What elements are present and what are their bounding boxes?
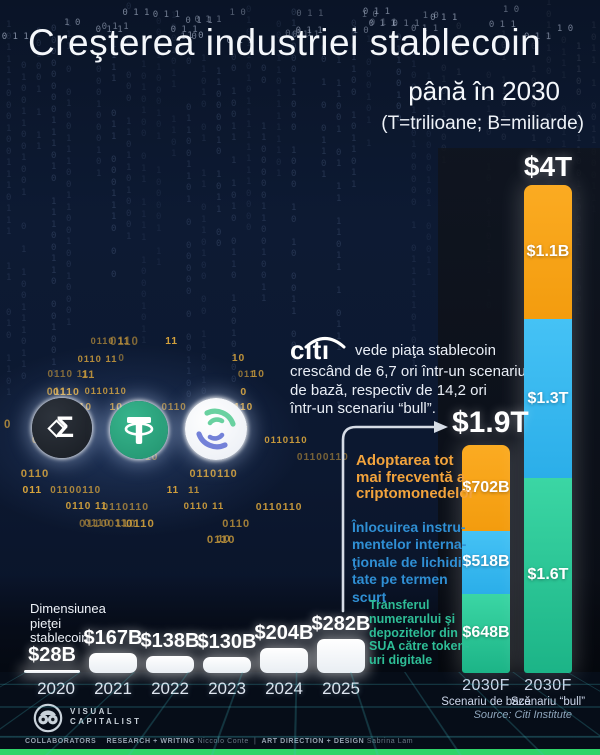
segment-label: $702B xyxy=(462,478,510,496)
bar-2021: $167B xyxy=(84,627,142,673)
perspective-grid-floor xyxy=(0,672,600,755)
bar-2023: $130B xyxy=(198,631,256,673)
bar-value-label: $167B xyxy=(83,626,143,649)
segment-adoption: $1.1B xyxy=(524,185,572,320)
driver-liquidity-text: Înlocuirea instru- mentelor interna- ţio… xyxy=(352,519,467,605)
segment-label: $518B xyxy=(462,553,510,571)
citi-logo: cıtı xyxy=(290,337,348,363)
axis-year-2022: 2022 xyxy=(151,679,189,698)
circle-usdc-icon xyxy=(185,398,247,460)
segment-transfer: $1.6T xyxy=(524,477,572,673)
brand-line-2: CAPITALIST xyxy=(70,717,142,726)
units-note: (T=trilioane; B=miliarde) xyxy=(381,113,584,134)
binary-code-background: 1 0 1 1 1 1 0 0 0 1 0 0 1 1 1 0 1 1 1 1 … xyxy=(1,0,597,432)
credit2-role: ART DIRECTION + DESIGN xyxy=(261,738,365,745)
axis-2030-bull: 2030F Scenariu “bull” xyxy=(483,677,600,708)
market-size-label: Dimensiunea pieţei stablecoin xyxy=(30,601,106,645)
bar-2030-bull-scenario: $1.1B $1.3T $1.6T xyxy=(524,185,572,673)
axis-year-label: 2030F xyxy=(462,677,510,694)
visual-capitalist-wordmark: VISUAL CAPITALIST xyxy=(70,707,142,727)
axis-year-2024: 2024 xyxy=(265,679,303,698)
bar-2025: $282B xyxy=(312,613,370,673)
credit1-role: RESEARCH + WRITING xyxy=(106,738,195,745)
driver-transfer-text: Transferul numerarului şi depozitelor di… xyxy=(369,598,470,668)
source-note: Source: Citi Institute xyxy=(473,709,572,721)
driver-adoption-text: Adoptarea tot mai frecventă a criptomone… xyxy=(356,452,475,502)
citi-commentary: cıtı vede piaţa stablecoin crescând de 6… xyxy=(290,337,552,419)
bar-value-label: $130B xyxy=(197,631,257,654)
bar-2020-rect xyxy=(24,669,80,673)
sigma-glyph: Σ xyxy=(55,411,74,444)
growth-connector-arrow xyxy=(341,421,448,613)
bar-value-label: $282B xyxy=(311,612,371,635)
bar-value-label: $138B xyxy=(140,630,200,653)
citi-text-rest: crescând de 6,7 ori într-un scenariu de … xyxy=(290,363,526,418)
citi-text-intro: vede piaţa stablecoin xyxy=(355,342,496,359)
bar-2024-rect xyxy=(260,648,308,673)
bar-value-label: $204B xyxy=(254,622,314,645)
visual-capitalist-logo-icon xyxy=(33,703,63,733)
page-subtitle: până în 2030 xyxy=(408,76,560,106)
bar-2024: $204B xyxy=(255,622,313,673)
axis-scenario-label: Scenariu “bull” xyxy=(510,696,586,708)
segment-adoption: $702B xyxy=(462,445,510,531)
axis-year-2020: 2020 xyxy=(37,679,75,698)
segment-label: $1.3T xyxy=(527,389,569,407)
collaborators-line: COLLABORATORS RESEARCH + WRITING Niccolo… xyxy=(25,738,413,745)
credit1-name: Niccolo Conte xyxy=(197,738,249,745)
segment-liquidity: $1.3T xyxy=(524,319,572,478)
credit2-name: Sabrina Lam xyxy=(366,738,414,745)
axis-year-2021: 2021 xyxy=(94,679,132,698)
axis-year-label: 2030F xyxy=(524,677,572,694)
tether-icon xyxy=(110,401,168,459)
brand-line-1: VISUAL xyxy=(70,707,115,716)
collaborators-label: COLLABORATORS xyxy=(25,738,97,745)
bar-2022-rect xyxy=(146,656,194,673)
bar-2020: $28B xyxy=(24,643,80,673)
axis-year-2023: 2023 xyxy=(208,679,246,698)
segment-label: $1.6T xyxy=(527,566,569,584)
page-title: Creşterea industriei stablecoin xyxy=(28,22,542,63)
segment-transfer: $648B xyxy=(462,593,510,673)
axis-2030-base: 2030F Scenariu de bază xyxy=(421,677,551,708)
segment-label: $648B xyxy=(462,624,510,642)
bull-total-label: $4T xyxy=(523,151,573,182)
bar-2023-rect xyxy=(203,657,251,673)
axis-year-2025: 2025 xyxy=(322,679,360,698)
citi-wordmark: cıtı xyxy=(290,335,330,365)
circle-symbol xyxy=(196,408,236,450)
bar-2025-rect xyxy=(317,638,365,673)
bar-value-label: $28B xyxy=(28,643,76,666)
tether-symbol xyxy=(124,417,154,444)
segment-label: $1.1B xyxy=(526,243,570,261)
credit-separator: | xyxy=(253,738,257,745)
sigma-stablecoin-icon: Σ xyxy=(32,398,92,458)
bottom-accent-bar xyxy=(0,749,600,755)
bar-2030-base-scenario: $702B $518B $648B xyxy=(462,445,510,673)
citi-arc xyxy=(304,337,346,349)
base-total-label: $1.9T xyxy=(452,406,529,439)
segment-liquidity: $518B xyxy=(462,530,510,594)
bar-2021-rect xyxy=(89,652,137,673)
bar-2022: $138B xyxy=(141,630,199,673)
axis-scenario-label: Scenariu de bază xyxy=(441,696,531,708)
